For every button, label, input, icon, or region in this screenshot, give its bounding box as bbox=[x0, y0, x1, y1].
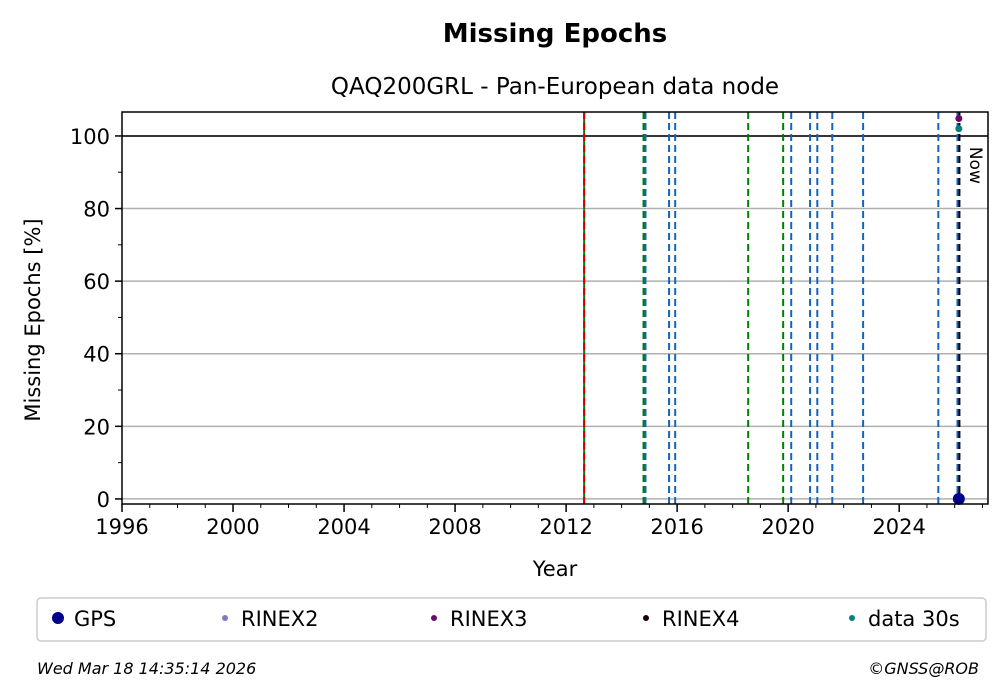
x-tick-label: 2004 bbox=[317, 515, 370, 539]
data-point-data-30s bbox=[955, 125, 963, 133]
legend-marker bbox=[849, 615, 855, 621]
y-tick-label: 20 bbox=[83, 415, 110, 439]
x-tick-label: 2020 bbox=[761, 515, 814, 539]
y-tick-label: 40 bbox=[83, 343, 110, 367]
legend-label: data 30s bbox=[868, 607, 960, 631]
plot-frame bbox=[121, 111, 989, 505]
legend-box bbox=[36, 597, 987, 642]
x-tick-label: 2000 bbox=[206, 515, 259, 539]
x-tick-label: 1996 bbox=[95, 515, 148, 539]
footer-copyright: ©GNSS@ROB bbox=[868, 659, 979, 678]
legend-label: RINEX4 bbox=[662, 607, 740, 631]
legend-marker bbox=[431, 615, 437, 621]
legend-label: GPS bbox=[74, 607, 116, 631]
data-point-gps bbox=[952, 492, 965, 505]
legend-marker bbox=[222, 615, 228, 621]
y-tick-label: 0 bbox=[97, 488, 110, 512]
legend-marker bbox=[643, 615, 649, 621]
legend-label: RINEX2 bbox=[241, 607, 319, 631]
y-tick-label: 80 bbox=[83, 198, 110, 222]
legend-marker bbox=[52, 612, 64, 624]
y-tick-label: 100 bbox=[70, 125, 110, 149]
y-tick-label: 60 bbox=[83, 270, 110, 294]
now-label: Now bbox=[965, 147, 985, 184]
y-axis-label: Missing Epochs [%] bbox=[21, 218, 45, 421]
data-point-rinex3 bbox=[955, 115, 963, 123]
x-axis-label: Year bbox=[532, 557, 578, 581]
x-tick-label: 2008 bbox=[428, 515, 481, 539]
x-tick-label: 2012 bbox=[539, 515, 592, 539]
x-tick-label: 2024 bbox=[872, 515, 925, 539]
legend-label: RINEX3 bbox=[450, 607, 528, 631]
chart-subtitle: QAQ200GRL - Pan-European data node bbox=[331, 74, 779, 100]
footer-timestamp: Wed Mar 18 14:35:14 2026 bbox=[37, 659, 256, 678]
x-tick-label: 2016 bbox=[650, 515, 703, 539]
chart-title: Missing Epochs bbox=[443, 19, 667, 49]
